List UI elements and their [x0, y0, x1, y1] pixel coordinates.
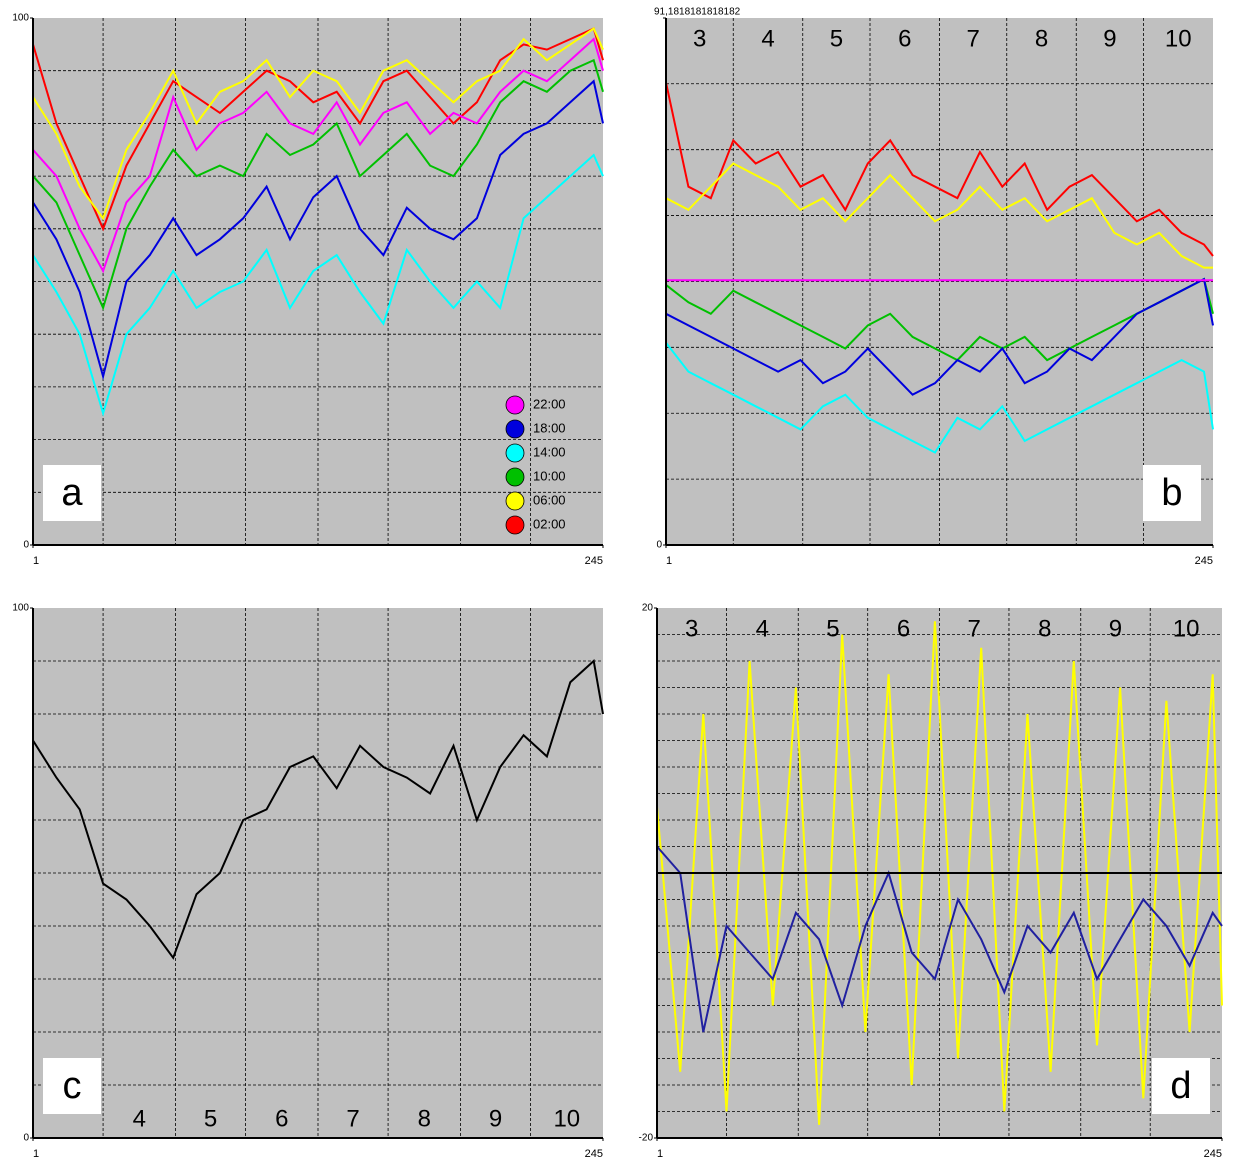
- section-label: 8: [1038, 615, 1051, 642]
- section-label: 8: [1035, 25, 1048, 52]
- section-label: 3: [693, 25, 706, 52]
- series-line: [665, 82, 1214, 257]
- legend-label: 02:00: [533, 516, 566, 531]
- series-line: [32, 37, 604, 274]
- legend-marker: [505, 419, 525, 439]
- panel-label: d: [1170, 1065, 1191, 1107]
- section-label: 5: [830, 25, 843, 52]
- y-tick-label: 20: [642, 603, 654, 614]
- x-tick-label: 245: [585, 555, 603, 567]
- x-tick-label: 245: [585, 1148, 603, 1160]
- panel-label: b: [1161, 472, 1182, 514]
- series-line: [665, 162, 1213, 269]
- series-line: [32, 58, 604, 311]
- legend-marker: [505, 443, 525, 463]
- legend-marker: [505, 515, 525, 535]
- section-label: 7: [346, 1105, 359, 1132]
- panel-label-box: [1143, 465, 1201, 521]
- section-label: 10: [1165, 25, 1192, 52]
- series-line: [665, 277, 1214, 396]
- section-label: 6: [898, 25, 911, 52]
- x-tick-label: 1: [666, 555, 672, 567]
- x-tick-label: 1: [33, 555, 39, 567]
- legend-label: 18:00: [533, 420, 566, 435]
- section-label: 4: [756, 615, 769, 642]
- section-label: 9: [1109, 615, 1122, 642]
- section-label: 10: [553, 1105, 580, 1132]
- legend-marker: [505, 467, 525, 487]
- y-tick-label: 100: [12, 13, 29, 24]
- y-tick-label: -20: [639, 1133, 654, 1144]
- section-label: 5: [204, 1105, 217, 1132]
- section-label: 7: [966, 25, 979, 52]
- y-tick-label: 0: [23, 540, 29, 551]
- panel-label: c: [63, 1065, 82, 1107]
- section-label: 10: [1173, 615, 1200, 642]
- series-line: [32, 153, 604, 417]
- section-label: 4: [133, 1105, 146, 1132]
- legend-label: 10:00: [533, 468, 566, 483]
- section-label: 5: [826, 615, 839, 642]
- series-line: [32, 27, 604, 232]
- panel-label-box: [43, 465, 101, 521]
- y-tick-label: 0: [656, 540, 662, 551]
- x-tick-label: 245: [1204, 1148, 1222, 1160]
- series-line: [32, 26, 604, 221]
- y-tick-label: 91,1818181818182: [654, 7, 741, 18]
- series-line: [32, 659, 604, 960]
- y-tick-label: 100: [12, 603, 29, 614]
- x-tick-label: 1: [657, 1148, 663, 1160]
- series-line: [665, 342, 1214, 454]
- section-label: 9: [1103, 25, 1116, 52]
- section-label: 8: [418, 1105, 431, 1132]
- legend-label: 06:00: [533, 492, 566, 507]
- legend-label: 14:00: [533, 444, 566, 459]
- legend-marker: [505, 395, 525, 415]
- x-tick-label: 1: [33, 1148, 39, 1160]
- section-label: 7: [968, 615, 981, 642]
- panel-label-box: [1152, 1058, 1210, 1114]
- y-tick-label: 0: [23, 1133, 29, 1144]
- x-tick-label: 245: [1195, 555, 1213, 567]
- section-label: 9: [489, 1105, 502, 1132]
- panel-label: a: [61, 472, 83, 514]
- series-line: [665, 277, 1214, 362]
- panel-label-box: [43, 1058, 101, 1114]
- legend-label: 22:00: [533, 396, 566, 411]
- legend-marker: [505, 491, 525, 511]
- series-line: [656, 621, 1223, 1125]
- series-line: [32, 79, 604, 381]
- section-label: 6: [897, 615, 910, 642]
- series-line: [656, 845, 1223, 1033]
- section-label: 4: [761, 25, 774, 52]
- section-label: 6: [275, 1105, 288, 1132]
- section-label: 3: [685, 615, 698, 642]
